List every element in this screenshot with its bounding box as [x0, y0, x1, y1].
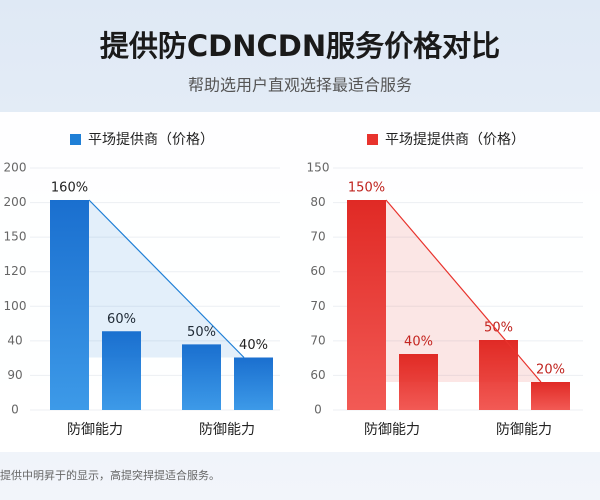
- y-axis-label: 40: [7, 333, 22, 347]
- bar: [102, 331, 141, 410]
- y-axis-label: 0: [11, 403, 19, 417]
- data-label: 60%: [107, 312, 136, 327]
- legend-label: 平场提供商（价格）: [88, 132, 214, 148]
- subtitle: 帮助选用户直观选择最适合服务: [188, 76, 412, 95]
- data-label: 20%: [536, 363, 565, 378]
- x-tick-label: 防御能力: [67, 422, 123, 438]
- data-label: 160%: [51, 181, 88, 196]
- bar: [531, 382, 570, 410]
- x-tick-label: 防御能力: [199, 422, 255, 438]
- y-axis-label: 200: [4, 161, 27, 175]
- footer: 提供中明昇于的显示，高提突捍提适合服务。: [0, 468, 220, 482]
- trend-line: [88, 199, 245, 358]
- y-axis-label: 70: [310, 333, 325, 347]
- legend-label: 平场提提供商（价格）: [385, 132, 525, 148]
- x-tick-label: 防御能力: [364, 422, 420, 438]
- bar: [234, 357, 273, 410]
- bar: [50, 200, 89, 410]
- bar: [182, 344, 221, 410]
- y-axis-label: 60: [310, 368, 325, 382]
- bar: [347, 200, 386, 410]
- y-axis-label: 0: [314, 403, 322, 417]
- trend-line: [385, 199, 542, 383]
- data-label: 40%: [239, 338, 268, 353]
- bar: [479, 340, 518, 410]
- y-axis-label: 90: [7, 368, 22, 382]
- title: 提供防CDNCDN服务价格对比: [100, 29, 500, 63]
- y-axis-label: 150: [4, 230, 27, 244]
- y-axis-label: 200: [4, 195, 27, 209]
- y-axis-label: 100: [4, 299, 27, 313]
- y-axis-label: 70: [310, 230, 325, 244]
- legend-swatch: [367, 134, 378, 145]
- y-axis-label: 150: [307, 161, 330, 175]
- y-axis-label: 80: [310, 195, 325, 209]
- y-axis-label: 60: [310, 264, 325, 278]
- data-label: 50%: [187, 325, 216, 340]
- y-axis-label: 120: [4, 264, 27, 278]
- bar: [399, 354, 438, 410]
- y-axis-label: 70: [310, 299, 325, 313]
- data-label: 150%: [348, 181, 385, 196]
- x-tick-label: 防御能力: [496, 422, 552, 438]
- data-label: 40%: [404, 335, 433, 350]
- legend-swatch: [70, 134, 81, 145]
